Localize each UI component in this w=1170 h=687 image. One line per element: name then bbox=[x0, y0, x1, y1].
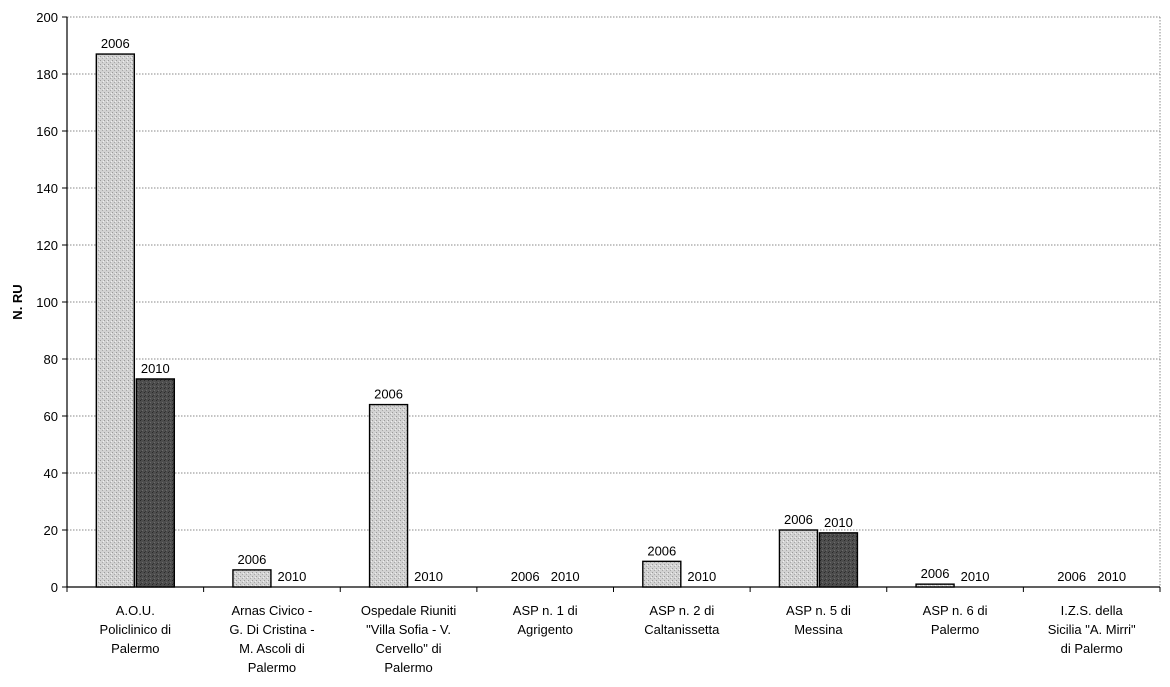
data-label-2006: 2006 bbox=[511, 569, 540, 584]
category-label: ASP n. 2 di Caltanissetta bbox=[644, 603, 720, 637]
bar-2006 bbox=[778, 529, 819, 588]
y-tick-label: 120 bbox=[36, 238, 58, 253]
bar-2006 bbox=[95, 53, 136, 588]
data-label-2006: 2006 bbox=[374, 387, 403, 402]
y-tick-label: 80 bbox=[44, 352, 58, 367]
data-label-2006: 2006 bbox=[921, 566, 950, 581]
data-label-2010: 2010 bbox=[687, 569, 716, 584]
data-label-2010: 2010 bbox=[961, 569, 990, 584]
category-label-line: Policlinico di bbox=[100, 622, 172, 637]
bar-2006 bbox=[915, 583, 955, 588]
category-label-line: ASP n. 2 di bbox=[649, 603, 714, 618]
category-label-line: ASP n. 6 di bbox=[923, 603, 988, 618]
category-label-line: Palermo bbox=[248, 660, 296, 675]
category-label-line: di Palermo bbox=[1061, 641, 1123, 656]
bars bbox=[95, 53, 955, 588]
y-tick-label: 100 bbox=[36, 295, 58, 310]
data-label-2006: 2006 bbox=[784, 512, 813, 527]
data-labels: 2006 2010 2006 2010 2006 2010 2006 2010 2006 2010… bbox=[101, 36, 1126, 584]
bar-2010 bbox=[135, 378, 176, 588]
data-label-2010: 2010 bbox=[141, 361, 170, 376]
data-label-2010: 2010 bbox=[277, 569, 306, 584]
bar-2010 bbox=[818, 532, 859, 588]
category-label-line: Sicilia "A. Mirri" bbox=[1048, 622, 1136, 637]
category-label-line: Messina bbox=[794, 622, 843, 637]
y-axis-label: N. RU bbox=[10, 284, 25, 319]
category-label-line: Ospedale Riuniti bbox=[361, 603, 456, 618]
y-tick-label: 60 bbox=[44, 409, 58, 424]
data-label-2006: 2006 bbox=[1057, 569, 1086, 584]
category-label-line: ASP n. 5 di bbox=[786, 603, 851, 618]
category-label-line: M. Ascoli di bbox=[239, 641, 305, 656]
bar-2006 bbox=[232, 569, 272, 588]
category-label-line: Palermo bbox=[384, 660, 432, 675]
data-label-2010: 2010 bbox=[1097, 569, 1126, 584]
category-label-line: G. Di Cristina - bbox=[229, 622, 314, 637]
data-label-2010: 2010 bbox=[414, 569, 443, 584]
data-label-2010: 2010 bbox=[824, 515, 853, 530]
data-label-2010: 2010 bbox=[551, 569, 580, 584]
y-tick-label: 20 bbox=[44, 523, 58, 538]
category-label-line: Palermo bbox=[931, 622, 979, 637]
bar-2006 bbox=[368, 403, 409, 588]
category-label: ASP n. 6 di Palermo bbox=[923, 603, 988, 637]
category-label-line: Palermo bbox=[111, 641, 159, 656]
category-label: I.Z.S. della Sicilia "A. Mirri" di Palermo bbox=[1048, 603, 1136, 656]
y-tick-label: 40 bbox=[44, 466, 58, 481]
category-label-line: Agrigento bbox=[517, 622, 573, 637]
bar-2006 bbox=[642, 560, 682, 588]
y-tick-label: 160 bbox=[36, 124, 58, 139]
category-label: Arnas Civico - G. Di Cristina - M. Ascoli … bbox=[229, 603, 314, 675]
category-label-line: Cervello" di bbox=[376, 641, 442, 656]
category-label-line: Arnas Civico - bbox=[231, 603, 312, 618]
category-label-line: I.Z.S. della bbox=[1061, 603, 1124, 618]
category-label-line: "Villa Sofia - V. bbox=[366, 622, 451, 637]
category-label: ASP n. 1 di Agrigento bbox=[513, 603, 578, 637]
category-label: ASP n. 5 di Messina bbox=[786, 603, 851, 637]
data-label-2006: 2006 bbox=[647, 543, 676, 558]
category-label: Ospedale Riuniti "Villa Sofia - V. Cervell… bbox=[361, 603, 456, 675]
gridlines bbox=[67, 16, 1161, 587]
data-label-2006: 2006 bbox=[237, 552, 266, 567]
category-label-line: Caltanissetta bbox=[644, 622, 720, 637]
category-label-line: A.O.U. bbox=[116, 603, 155, 618]
y-tick-label: 200 bbox=[36, 10, 58, 25]
y-tick-label: 140 bbox=[36, 181, 58, 196]
y-tick-label: 180 bbox=[36, 67, 58, 82]
category-label-line: ASP n. 1 di bbox=[513, 603, 578, 618]
data-label-2006: 2006 bbox=[101, 36, 130, 51]
category-label: A.O.U. Policlinico di Palermo bbox=[100, 603, 172, 656]
axes: 0 20 40 60 80 100 120 140 160 180 200 bbox=[36, 10, 1161, 595]
y-tick-label: 0 bbox=[51, 580, 58, 595]
